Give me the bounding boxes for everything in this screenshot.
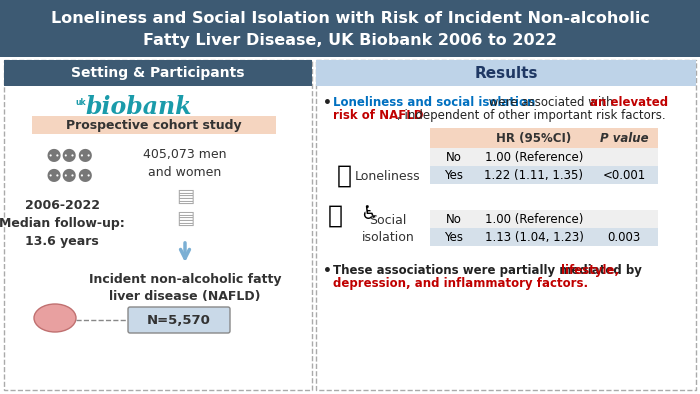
Text: Loneliness: Loneliness — [355, 170, 421, 183]
Bar — [430, 228, 658, 246]
Text: ⚉⚉⚉
⚉⚉⚉: ⚉⚉⚉ ⚉⚉⚉ — [46, 148, 94, 186]
Bar — [4, 60, 312, 86]
Text: HR (95%CI): HR (95%CI) — [496, 132, 572, 145]
Text: depression, and inflammatory factors.: depression, and inflammatory factors. — [333, 277, 588, 290]
Bar — [430, 210, 658, 228]
Bar — [316, 60, 696, 86]
Text: Prospective cohort study: Prospective cohort study — [66, 119, 241, 132]
Text: 1.13 (1.04, 1.23): 1.13 (1.04, 1.23) — [484, 230, 583, 243]
Bar — [0, 0, 700, 57]
Bar — [4, 60, 312, 390]
Text: P value: P value — [600, 132, 648, 145]
Bar — [430, 148, 658, 166]
Text: 🌧: 🌧 — [337, 164, 352, 188]
Text: These associations were partially mediated by: These associations were partially mediat… — [333, 264, 646, 277]
Text: N=5,570: N=5,570 — [147, 314, 211, 327]
Bar — [430, 166, 658, 184]
Text: 1.00 (Reference): 1.00 (Reference) — [485, 151, 583, 164]
Text: Fatty Liver Disease, UK Biobank 2006 to 2022: Fatty Liver Disease, UK Biobank 2006 to … — [143, 32, 557, 48]
Text: Setting & Participants: Setting & Participants — [71, 66, 245, 80]
Text: Yes: Yes — [444, 169, 463, 182]
Text: were associated with: were associated with — [485, 96, 617, 109]
Text: 1.22 (1.11, 1.35): 1.22 (1.11, 1.35) — [484, 169, 584, 182]
Text: Loneliness and Social Isolation with Risk of Incident Non-alcoholic: Loneliness and Social Isolation with Ris… — [50, 11, 650, 26]
Text: Loneliness and social isolation: Loneliness and social isolation — [333, 96, 536, 109]
Text: an elevated: an elevated — [590, 96, 668, 109]
Text: Incident non-alcoholic fatty
liver disease (NAFLD): Incident non-alcoholic fatty liver disea… — [89, 273, 281, 303]
Text: Results: Results — [475, 65, 538, 80]
Text: lifestyle,: lifestyle, — [561, 264, 619, 277]
Text: ▤
▤: ▤ ▤ — [176, 186, 194, 227]
Text: 0.003: 0.003 — [608, 230, 640, 243]
Text: biobank: biobank — [85, 95, 192, 119]
Text: Social
isolation: Social isolation — [362, 214, 414, 244]
Text: •: • — [323, 96, 332, 110]
Text: 1.00 (Reference): 1.00 (Reference) — [485, 212, 583, 225]
Text: Median follow-up:
13.6 years: Median follow-up: 13.6 years — [0, 216, 125, 247]
Bar — [430, 128, 658, 148]
Bar — [32, 116, 276, 134]
Text: 405,073 men
and women: 405,073 men and women — [144, 147, 227, 178]
Text: risk of NAFLD: risk of NAFLD — [333, 109, 424, 122]
Text: No: No — [446, 151, 462, 164]
Text: Yes: Yes — [444, 230, 463, 243]
Text: •: • — [323, 264, 332, 278]
Text: No: No — [446, 212, 462, 225]
Text: uk: uk — [75, 97, 85, 106]
Text: 2006-2022: 2006-2022 — [25, 199, 99, 212]
Bar — [316, 60, 696, 390]
Ellipse shape — [34, 304, 76, 332]
FancyBboxPatch shape — [128, 307, 230, 333]
Text: 🧍: 🧍 — [328, 204, 343, 228]
Text: <0.001: <0.001 — [603, 169, 645, 182]
Text: ♿: ♿ — [360, 204, 377, 223]
Text: , independent of other important risk factors.: , independent of other important risk fa… — [397, 109, 666, 122]
